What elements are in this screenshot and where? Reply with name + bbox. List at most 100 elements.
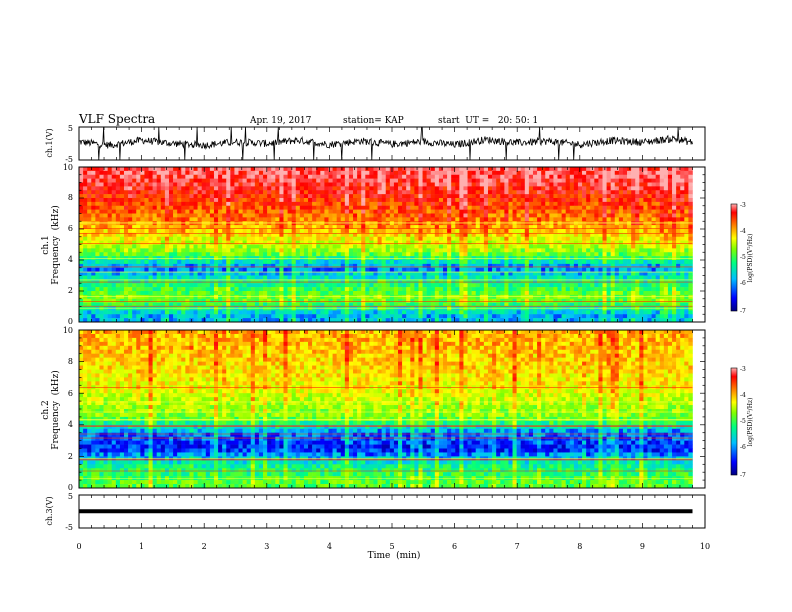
ch1-spec-cell <box>639 209 644 214</box>
ch1-spec-cell <box>189 213 194 218</box>
ch1-spec-cell <box>156 271 162 276</box>
ch1-spec-cell <box>291 252 297 257</box>
ch1-spec-cell <box>528 209 534 214</box>
ch1-spec-cell <box>631 225 636 230</box>
ch1-spec-cell <box>250 170 256 176</box>
ch1-spec-cell <box>532 198 538 203</box>
ch1-spec-cell <box>398 263 403 269</box>
ch1-spec-cell <box>430 209 436 214</box>
ch1-spec-cell <box>209 225 215 230</box>
ch1-spec-cell <box>132 221 137 226</box>
ch1-spec-cell <box>451 213 456 218</box>
ch1-spec-cell <box>361 229 366 234</box>
ch1-spec-cell <box>185 198 190 203</box>
ch1-spec-cell <box>475 275 481 280</box>
ch1-spec-cell <box>156 217 162 222</box>
ch1-spec-cell <box>258 260 264 265</box>
ch1-spec-cell <box>406 201 411 207</box>
ch1-spec-cell <box>447 229 452 234</box>
ch1-spec-cell <box>107 236 113 241</box>
ch1-spec-cell <box>164 174 170 179</box>
ch1-spec-cell <box>234 213 239 218</box>
ch1-spec-cell <box>295 225 301 230</box>
ch1-spec-cell <box>430 190 436 195</box>
ch1-spec-cell <box>213 283 219 288</box>
ch1-spec-cell <box>205 260 211 265</box>
ch1-spec-cell <box>463 232 468 238</box>
ch1-spec-cell <box>500 291 505 296</box>
ch1-spec-cell <box>242 275 247 280</box>
ch1-spec-cell <box>545 279 550 284</box>
ch1-spec-cell <box>267 194 272 199</box>
ch1-spec-cell <box>643 252 648 257</box>
ch1-spec-cell <box>610 198 616 203</box>
ch1-spec-cell <box>111 194 117 199</box>
ch1-spec-cell <box>451 267 456 272</box>
ch1-spec-cell <box>246 213 252 218</box>
ch1-spec-cell <box>451 178 456 183</box>
ch1-spec-cell <box>385 198 391 203</box>
ch1-spec-cell <box>561 271 566 276</box>
ch1-spec-cell <box>406 263 411 269</box>
ch1-spec-cell <box>377 198 382 203</box>
ch1-spec-cell <box>447 283 452 288</box>
ch1-spec-cell <box>516 221 522 226</box>
ch1-spec-cell <box>622 252 628 257</box>
ch1-spec-cell <box>643 198 648 203</box>
ch1-spec-cell <box>659 248 665 253</box>
ch1-spec-cell <box>565 190 571 195</box>
ch1-spec-cell <box>467 271 472 276</box>
ch1-spec-cell <box>647 213 652 218</box>
ch1-spec-cell <box>316 182 321 187</box>
ch1-spec-cell <box>324 260 329 265</box>
ch1-spec-cell <box>618 248 624 253</box>
ch1-spec-cell <box>663 186 669 191</box>
ch1-spec-cell <box>267 174 272 179</box>
ch1-spec-cell <box>344 267 350 272</box>
ch1-spec-cell <box>193 182 198 187</box>
ch1-spec-cell <box>340 198 346 203</box>
ch1-spec-cell <box>582 217 587 222</box>
ch1-spec-cell <box>308 170 313 176</box>
ch1-spec-cell <box>430 213 436 218</box>
ch1-spec-cell <box>291 167 297 172</box>
ch1-spec-cell <box>340 182 346 187</box>
ch1-spec-cell <box>582 221 587 226</box>
ch1-spec-cell <box>406 178 411 183</box>
ch1-spec-cell <box>614 170 620 176</box>
ch1-spec-cell <box>177 232 182 238</box>
ch1-spec-cell <box>258 248 264 253</box>
ch1-spec-cell <box>414 252 419 257</box>
ch1-spec-cell <box>524 271 530 276</box>
ch1-spec-cell <box>565 252 571 257</box>
ch1-spec-cell <box>385 271 391 276</box>
ch1-spec-cell <box>516 232 522 238</box>
ch1-spec-cell <box>181 263 186 269</box>
ch1-spec-cell <box>320 244 325 249</box>
ch1-spec-cell <box>168 178 174 183</box>
ch1-spec-cell <box>336 236 342 241</box>
ch1-spec-cell <box>201 221 207 226</box>
ch1-spec-cell <box>254 248 260 253</box>
ch1-spec-cell <box>377 236 382 241</box>
ch1-spec-cell <box>213 186 219 191</box>
ch1-spec-cell <box>287 267 292 272</box>
ch1-spec-cell <box>406 205 411 210</box>
ch1-spec-cell <box>144 260 149 265</box>
ch1-spec-cell <box>83 287 88 292</box>
ch1-spec-cell <box>676 279 681 284</box>
ch1-spec-cell <box>222 174 227 179</box>
ch1-spec-cell <box>672 291 677 296</box>
ch1-spec-cell <box>119 190 125 195</box>
ch1-spec-cell <box>590 198 595 203</box>
ch1-spec-cell <box>144 213 149 218</box>
ch1-spec-cell <box>250 240 256 245</box>
ch1-spec-cell <box>594 167 599 172</box>
ch1-spec-cell <box>226 240 231 245</box>
ch1-spec-cell <box>222 260 227 265</box>
ch1-spec-cell <box>189 283 194 288</box>
ch1-spec-cell <box>160 232 166 238</box>
ch1-spec-cell <box>365 205 370 210</box>
ch1-spec-cell <box>582 236 587 241</box>
ch1-spec-cell <box>573 190 579 195</box>
